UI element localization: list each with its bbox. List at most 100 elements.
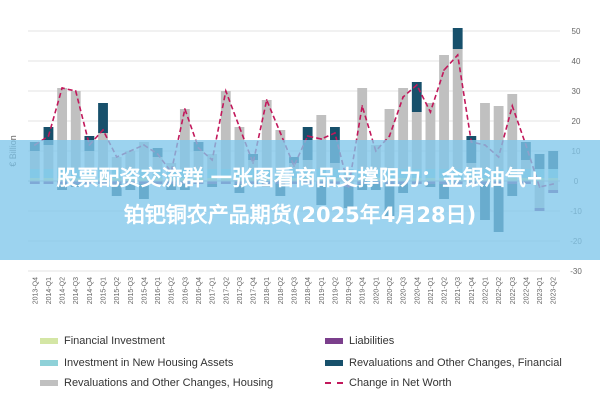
x-tick-label: 2022-Q3 (510, 277, 517, 304)
x-tick-label: 2020-Q3 (401, 277, 408, 304)
x-tick-label: 2017-Q1 (210, 277, 217, 304)
overlay-banner (0, 140, 600, 260)
legend-label: Change in Net Worth (349, 377, 452, 390)
x-tick-label: 2019-Q3 (346, 277, 353, 304)
bar-segment (507, 94, 518, 169)
y-tick-label: 20 (572, 117, 581, 126)
x-tick-label: 2014-Q2 (60, 277, 67, 304)
legend-dash-swatch (325, 382, 343, 385)
bar-segment (98, 103, 108, 133)
legend-swatch (40, 360, 58, 367)
net-worth-point (74, 90, 77, 92)
x-tick-label: 2015-Q2 (114, 277, 121, 304)
net-worth-point (279, 132, 282, 134)
overlay-banner-text: 股票配资交流群 一张图看商品支撑阻力：金银油气+ 铂钯铜农产品期货(2025年4… (0, 160, 600, 234)
y-tick-label: 30 (572, 87, 581, 96)
legend-item-revaluations-financial: Revaluations and Other Changes, Financia… (325, 356, 562, 370)
net-worth-point (443, 69, 445, 71)
x-tick-label: 2016-Q4 (196, 277, 203, 304)
legend-swatch (325, 360, 343, 367)
net-worth-point (429, 111, 432, 113)
net-worth-point (415, 84, 418, 86)
x-tick-label: 2020-Q4 (414, 277, 421, 304)
x-tick-label: 2018-Q2 (278, 277, 285, 304)
x-tick-label: 2017-Q4 (251, 277, 258, 304)
x-tick-label: 2021-Q1 (428, 277, 435, 304)
bar-segment (220, 91, 231, 169)
y-tick-label: -30 (570, 267, 582, 276)
legend-item-change-net-worth: Change in Net Worth (325, 376, 452, 390)
bar-segment (384, 109, 395, 169)
bar-segment (357, 88, 368, 169)
y-tick-label: 50 (572, 27, 581, 36)
legend-item-investment-new-housing: Investment in New Housing Assets (40, 356, 233, 370)
banner-line-2: 铂钯铜农产品期货(2025年4月28日) (123, 203, 477, 227)
legend-item-revaluations-housing: Revaluations and Other Changes, Housing (40, 376, 273, 390)
legend-label: Revaluations and Other Changes, Financia… (349, 357, 562, 370)
net-worth-point (102, 129, 104, 131)
net-worth-point (388, 135, 391, 137)
x-tick-label: 2019-Q1 (319, 277, 326, 304)
net-worth-point (361, 105, 364, 107)
net-worth-point (456, 54, 459, 56)
net-worth-point (224, 90, 227, 92)
x-tick-label: 2023-Q1 (537, 277, 544, 304)
net-worth-point (320, 138, 323, 140)
net-worth-point (402, 96, 405, 98)
net-worth-point (334, 132, 336, 134)
net-worth-point (61, 87, 64, 89)
x-tick-label: 2017-Q3 (237, 277, 244, 304)
bar-segment (261, 100, 272, 169)
x-tick-label: 2014-Q1 (46, 277, 53, 304)
bar-segment (493, 106, 504, 169)
x-tick-label: 2021-Q2 (442, 277, 449, 304)
bar-segment (452, 28, 463, 49)
x-tick-label: 2019-Q4 (360, 277, 367, 304)
x-tick-label: 2015-Q1 (101, 277, 108, 304)
y-tick-label: 40 (572, 57, 581, 66)
x-tick-label: 2022-Q1 (482, 277, 489, 304)
x-tick-label: 2021-Q3 (455, 277, 462, 304)
banner-line-1: 股票配资交流群 一张图看商品支撑阻力：金银油气+ (56, 166, 544, 190)
x-tick-label: 2013-Q4 (32, 277, 39, 304)
legend-label: Revaluations and Other Changes, Housing (64, 377, 274, 390)
x-tick-label: 2019-Q2 (332, 277, 339, 304)
x-tick-label: 2014-Q4 (87, 277, 94, 304)
bar-segment (179, 109, 190, 169)
net-worth-point (238, 126, 241, 128)
bar-segment (439, 55, 449, 169)
x-tick-label: 2021-Q4 (469, 277, 476, 304)
bar-segment (398, 88, 409, 169)
x-tick-label: 2016-Q1 (155, 277, 162, 304)
bar-segment (452, 49, 463, 169)
x-tick-label: 2016-Q3 (182, 277, 189, 304)
x-tick-label: 2016-Q2 (169, 277, 176, 304)
x-tick-label: 2020-Q1 (373, 277, 380, 304)
x-tick-label: 2017-Q2 (223, 277, 230, 304)
legend-label: Investment in New Housing Assets (64, 357, 234, 370)
legend-label: Liabilities (349, 335, 395, 348)
x-tick-label: 2022-Q4 (523, 277, 530, 304)
legend-item-financial-investment: Financial Investment (40, 334, 165, 348)
x-tick-label: 2020-Q2 (387, 277, 394, 304)
net-worth-point (47, 135, 50, 137)
x-tick-label: 2018-Q3 (292, 277, 299, 304)
legend-swatch (325, 338, 343, 345)
bar-segment (411, 82, 422, 112)
x-tick-label: 2023-Q2 (551, 277, 558, 304)
x-tick-label: 2014-Q3 (73, 277, 80, 304)
chart-legend: Financial Investment Liabilities Investm… (40, 334, 600, 396)
x-tick-label: 2015-Q4 (141, 277, 148, 304)
net-worth-point (183, 108, 186, 110)
legend-label: Financial Investment (64, 335, 165, 348)
legend-swatch (40, 380, 58, 387)
x-tick-label: 2018-Q1 (264, 277, 271, 304)
x-tick-label: 2022-Q2 (496, 277, 503, 304)
bar-segment (480, 103, 490, 169)
bar-segment (70, 91, 81, 169)
net-worth-point (511, 105, 514, 107)
legend-item-liabilities: Liabilities (325, 334, 394, 348)
legend-swatch (40, 338, 58, 345)
net-worth-point (306, 135, 309, 137)
bar-segment (57, 88, 68, 169)
